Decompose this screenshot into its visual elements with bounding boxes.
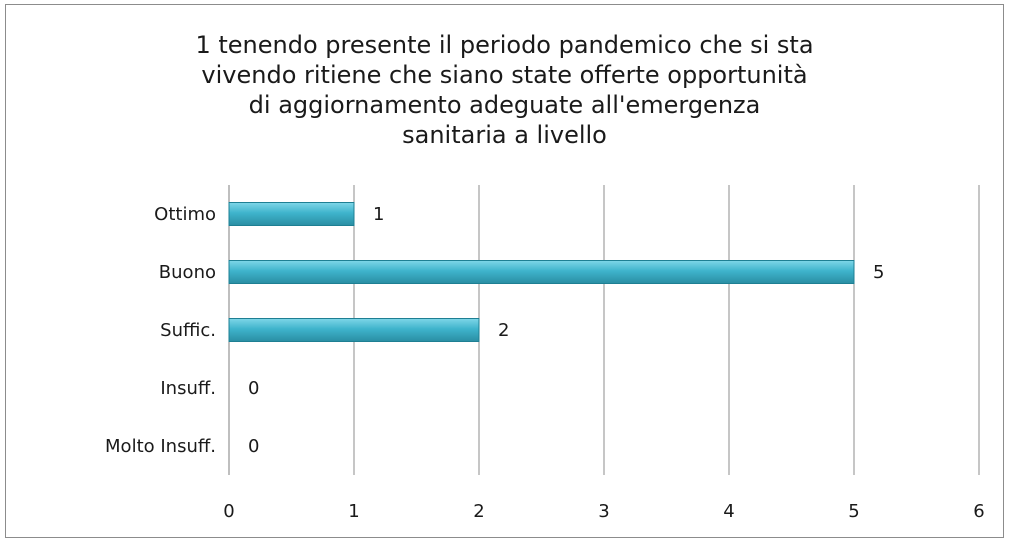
data-label: 1 — [373, 204, 384, 225]
bar — [228, 202, 355, 226]
chart-title-line: 1 tenendo presente il periodo pandemico … — [195, 31, 814, 59]
data-label: 2 — [498, 320, 509, 341]
chart-title: 1 tenendo presente il periodo pandemico … — [0, 30, 1009, 150]
x-tick-label: 1 — [348, 501, 359, 522]
category-label: Ottimo — [154, 204, 216, 225]
data-label: 5 — [873, 262, 884, 283]
x-tick-label: 3 — [598, 501, 609, 522]
data-label: 0 — [248, 378, 259, 399]
category-label: Suffic. — [160, 320, 216, 341]
bars — [228, 202, 855, 342]
data-label: 0 — [248, 436, 259, 457]
chart-title-line: sanitaria a livello — [402, 121, 607, 149]
category-label: Molto Insuff. — [105, 436, 216, 457]
x-tick-label: 5 — [848, 501, 859, 522]
bar — [228, 318, 480, 342]
gridlines — [228, 185, 980, 475]
category-label: Insuff. — [160, 378, 216, 399]
x-tick-label: 6 — [973, 501, 984, 522]
chart-title-line: vivendo ritiene che siano state offerte … — [201, 61, 808, 89]
x-tick-label: 2 — [473, 501, 484, 522]
chart-title-line: di aggiornamento adeguate all'emergenza — [248, 91, 761, 119]
bar — [228, 260, 855, 284]
labels: 0 1 2 3 4 5 6 Ottimo 1 Buono 5 Suffic. 2 Insuff. 0 Molt… — [105, 204, 985, 522]
x-tick-label: 0 — [223, 501, 234, 522]
category-label: Buono — [159, 262, 216, 283]
x-tick-label: 4 — [723, 501, 734, 522]
